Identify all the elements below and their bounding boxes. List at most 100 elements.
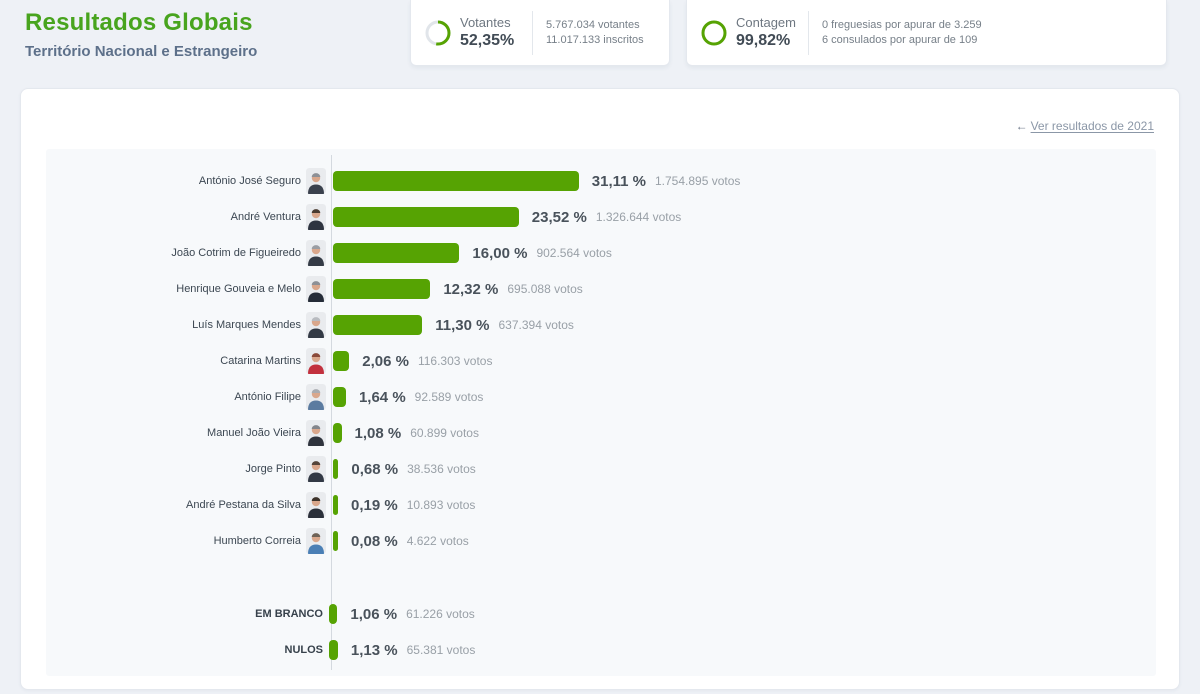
- candidate-name: João Cotrim de Figueiredo: [171, 247, 301, 259]
- bar-area: 23,52 % 1.326.644 votos: [331, 207, 1156, 227]
- result-bar: [329, 640, 338, 660]
- person-avatar-icon: [306, 456, 326, 482]
- contagem-line1: 0 freguesias por apurar de 3.259: [822, 18, 982, 31]
- votes-value: 4.622 votos: [406, 534, 469, 548]
- votantes-main: Votantes 52,35%: [460, 15, 522, 50]
- votantes-percent: 52,35%: [460, 32, 515, 49]
- bar-area: 16,00 % 902.564 votos: [331, 243, 1156, 263]
- votantes-details: 5.767.034 votantes 11.017.133 inscritos: [546, 18, 644, 48]
- chart-row: Catarina Martins 2,06 % 116.303 votos: [46, 343, 1156, 379]
- page-title: Resultados Globais: [25, 9, 253, 36]
- candidate-photo: [301, 456, 331, 482]
- result-bar: [333, 315, 423, 335]
- page-subtitle: Território Nacional e Estrangeiro: [25, 43, 258, 60]
- candidate-name: André Ventura: [230, 211, 301, 223]
- chart-axis-line: [331, 155, 332, 670]
- candidate-photo: [301, 204, 331, 230]
- person-avatar-icon: [306, 312, 326, 338]
- votes-value: 65.381 votos: [406, 643, 476, 657]
- contagem-details: 0 freguesias por apurar de 3.259 6 consu…: [822, 18, 982, 48]
- percent-value: 12,32 %: [443, 280, 499, 298]
- percent-value: 0,68 %: [351, 460, 399, 478]
- contagem-label: Contagem: [736, 15, 796, 30]
- percent-value: 1,06 %: [350, 605, 398, 623]
- candidate-name: Luís Marques Mendes: [192, 319, 301, 331]
- left-arrow-icon: ←: [1015, 119, 1028, 133]
- bar-area: 1,64 % 92.589 votos: [331, 387, 1156, 407]
- votes-value: 637.394 votos: [498, 318, 574, 332]
- percent-value: 31,11 %: [591, 172, 646, 190]
- result-bar: [329, 604, 338, 624]
- chart-row: António José Seguro 31,11 % 1.754.895 vo…: [46, 163, 1156, 199]
- candidate-name: NULOS: [284, 644, 324, 656]
- bar-area: 12,32 % 695.088 votos: [331, 279, 1156, 299]
- votes-value: 92.589 votos: [414, 390, 484, 404]
- candidate-photo: [301, 348, 331, 374]
- chart-row: Luís Marques Mendes 11,30 % 637.394 voto…: [46, 307, 1156, 343]
- votantes-label: Votantes: [460, 15, 511, 30]
- results-chart: António José Seguro 31,11 % 1.754.895 vo…: [46, 149, 1156, 676]
- chart-row: Henrique Gouveia e Melo 12,32 % 695.088 …: [46, 271, 1156, 307]
- bar-area: 1,13 % 65.381 votos: [327, 640, 1156, 660]
- contagem-progress-ring-icon: [701, 20, 727, 45]
- contagem-line2: 6 consulados por apurar de 109: [822, 33, 978, 46]
- votes-value: 1.754.895 votos: [654, 174, 741, 188]
- title-block: Resultados Globais Território Nacional e…: [25, 9, 257, 60]
- votes-value: 116.303 votos: [417, 354, 493, 368]
- person-avatar-icon: [306, 240, 326, 266]
- previous-results-link[interactable]: ← Ver resultados de 2021: [1016, 119, 1154, 133]
- votes-value: 1.326.644 votos: [595, 210, 682, 224]
- result-bar: [333, 279, 431, 299]
- percent-value: 0,19 %: [351, 496, 398, 514]
- card-divider: [808, 10, 809, 55]
- result-bar: [333, 459, 339, 479]
- candidate-name: António José Seguro: [198, 175, 301, 187]
- votes-value: 38.536 votos: [407, 462, 476, 476]
- person-avatar-icon: [306, 528, 326, 554]
- contagem-card: Contagem 99,82% 0 freguesias por apurar …: [686, 0, 1167, 66]
- page-header: Resultados Globais Território Nacional e…: [0, 0, 1200, 88]
- bar-area: 0,68 % 38.536 votos: [331, 459, 1156, 479]
- votes-value: 61.226 votos: [406, 607, 475, 621]
- chart-row: Jorge Pinto 0,68 % 38.536 votos: [46, 451, 1156, 487]
- candidate-photo: [301, 312, 331, 338]
- candidate-photo: [301, 384, 331, 410]
- votes-value: 902.564 votos: [536, 246, 612, 260]
- chart-rows: António José Seguro 31,11 % 1.754.895 vo…: [46, 149, 1156, 668]
- candidate-name: Catarina Martins: [220, 355, 301, 367]
- votantes-line1: 5.767.034 votantes: [546, 18, 640, 31]
- percent-value: 2,06 %: [362, 352, 409, 370]
- results-card: ← Ver resultados de 2021 António José Seg…: [20, 88, 1180, 690]
- result-bar: [333, 351, 350, 371]
- candidate-name: António Filipe: [234, 391, 301, 403]
- percent-value: 0,08 %: [351, 532, 398, 550]
- candidate-name: André Pestana da Silva: [186, 499, 301, 511]
- votantes-line2: 11.017.133 inscritos: [546, 33, 644, 46]
- contagem-main: Contagem 99,82%: [736, 15, 798, 50]
- candidate-name: Humberto Correia: [213, 535, 301, 547]
- bar-area: 2,06 % 116.303 votos: [331, 351, 1156, 371]
- chart-row: André Ventura 23,52 % 1.326.644 votos: [46, 199, 1156, 235]
- person-avatar-icon: [306, 384, 326, 410]
- bar-area: 1,06 % 61.226 votos: [327, 604, 1156, 624]
- card-divider: [532, 10, 533, 55]
- bar-area: 31,11 % 1.754.895 votos: [331, 171, 1156, 191]
- bar-area: 0,19 % 10.893 votos: [331, 495, 1156, 515]
- percent-value: 23,52 %: [531, 208, 587, 226]
- percent-value: 16,00 %: [472, 244, 528, 262]
- votes-value: 695.088 votos: [507, 282, 583, 296]
- candidate-name: Manuel João Vieira: [207, 427, 301, 439]
- chart-row: André Pestana da Silva 0,19 % 10.893 vot…: [46, 487, 1156, 523]
- candidate-name: Jorge Pinto: [245, 463, 301, 475]
- person-avatar-icon: [306, 204, 326, 230]
- person-avatar-icon: [306, 348, 326, 374]
- bar-area: 0,08 % 4.622 votos: [331, 531, 1156, 551]
- candidate-photo: [301, 168, 331, 194]
- person-avatar-icon: [306, 276, 326, 302]
- percent-value: 1,64 %: [358, 388, 406, 406]
- result-bar: [333, 207, 519, 227]
- chart-row: EM BRANCO 1,06 % 61.226 votos: [46, 596, 1156, 632]
- candidate-name: Henrique Gouveia e Melo: [176, 283, 301, 295]
- candidate-photo: [301, 276, 331, 302]
- candidate-photo: [301, 492, 331, 518]
